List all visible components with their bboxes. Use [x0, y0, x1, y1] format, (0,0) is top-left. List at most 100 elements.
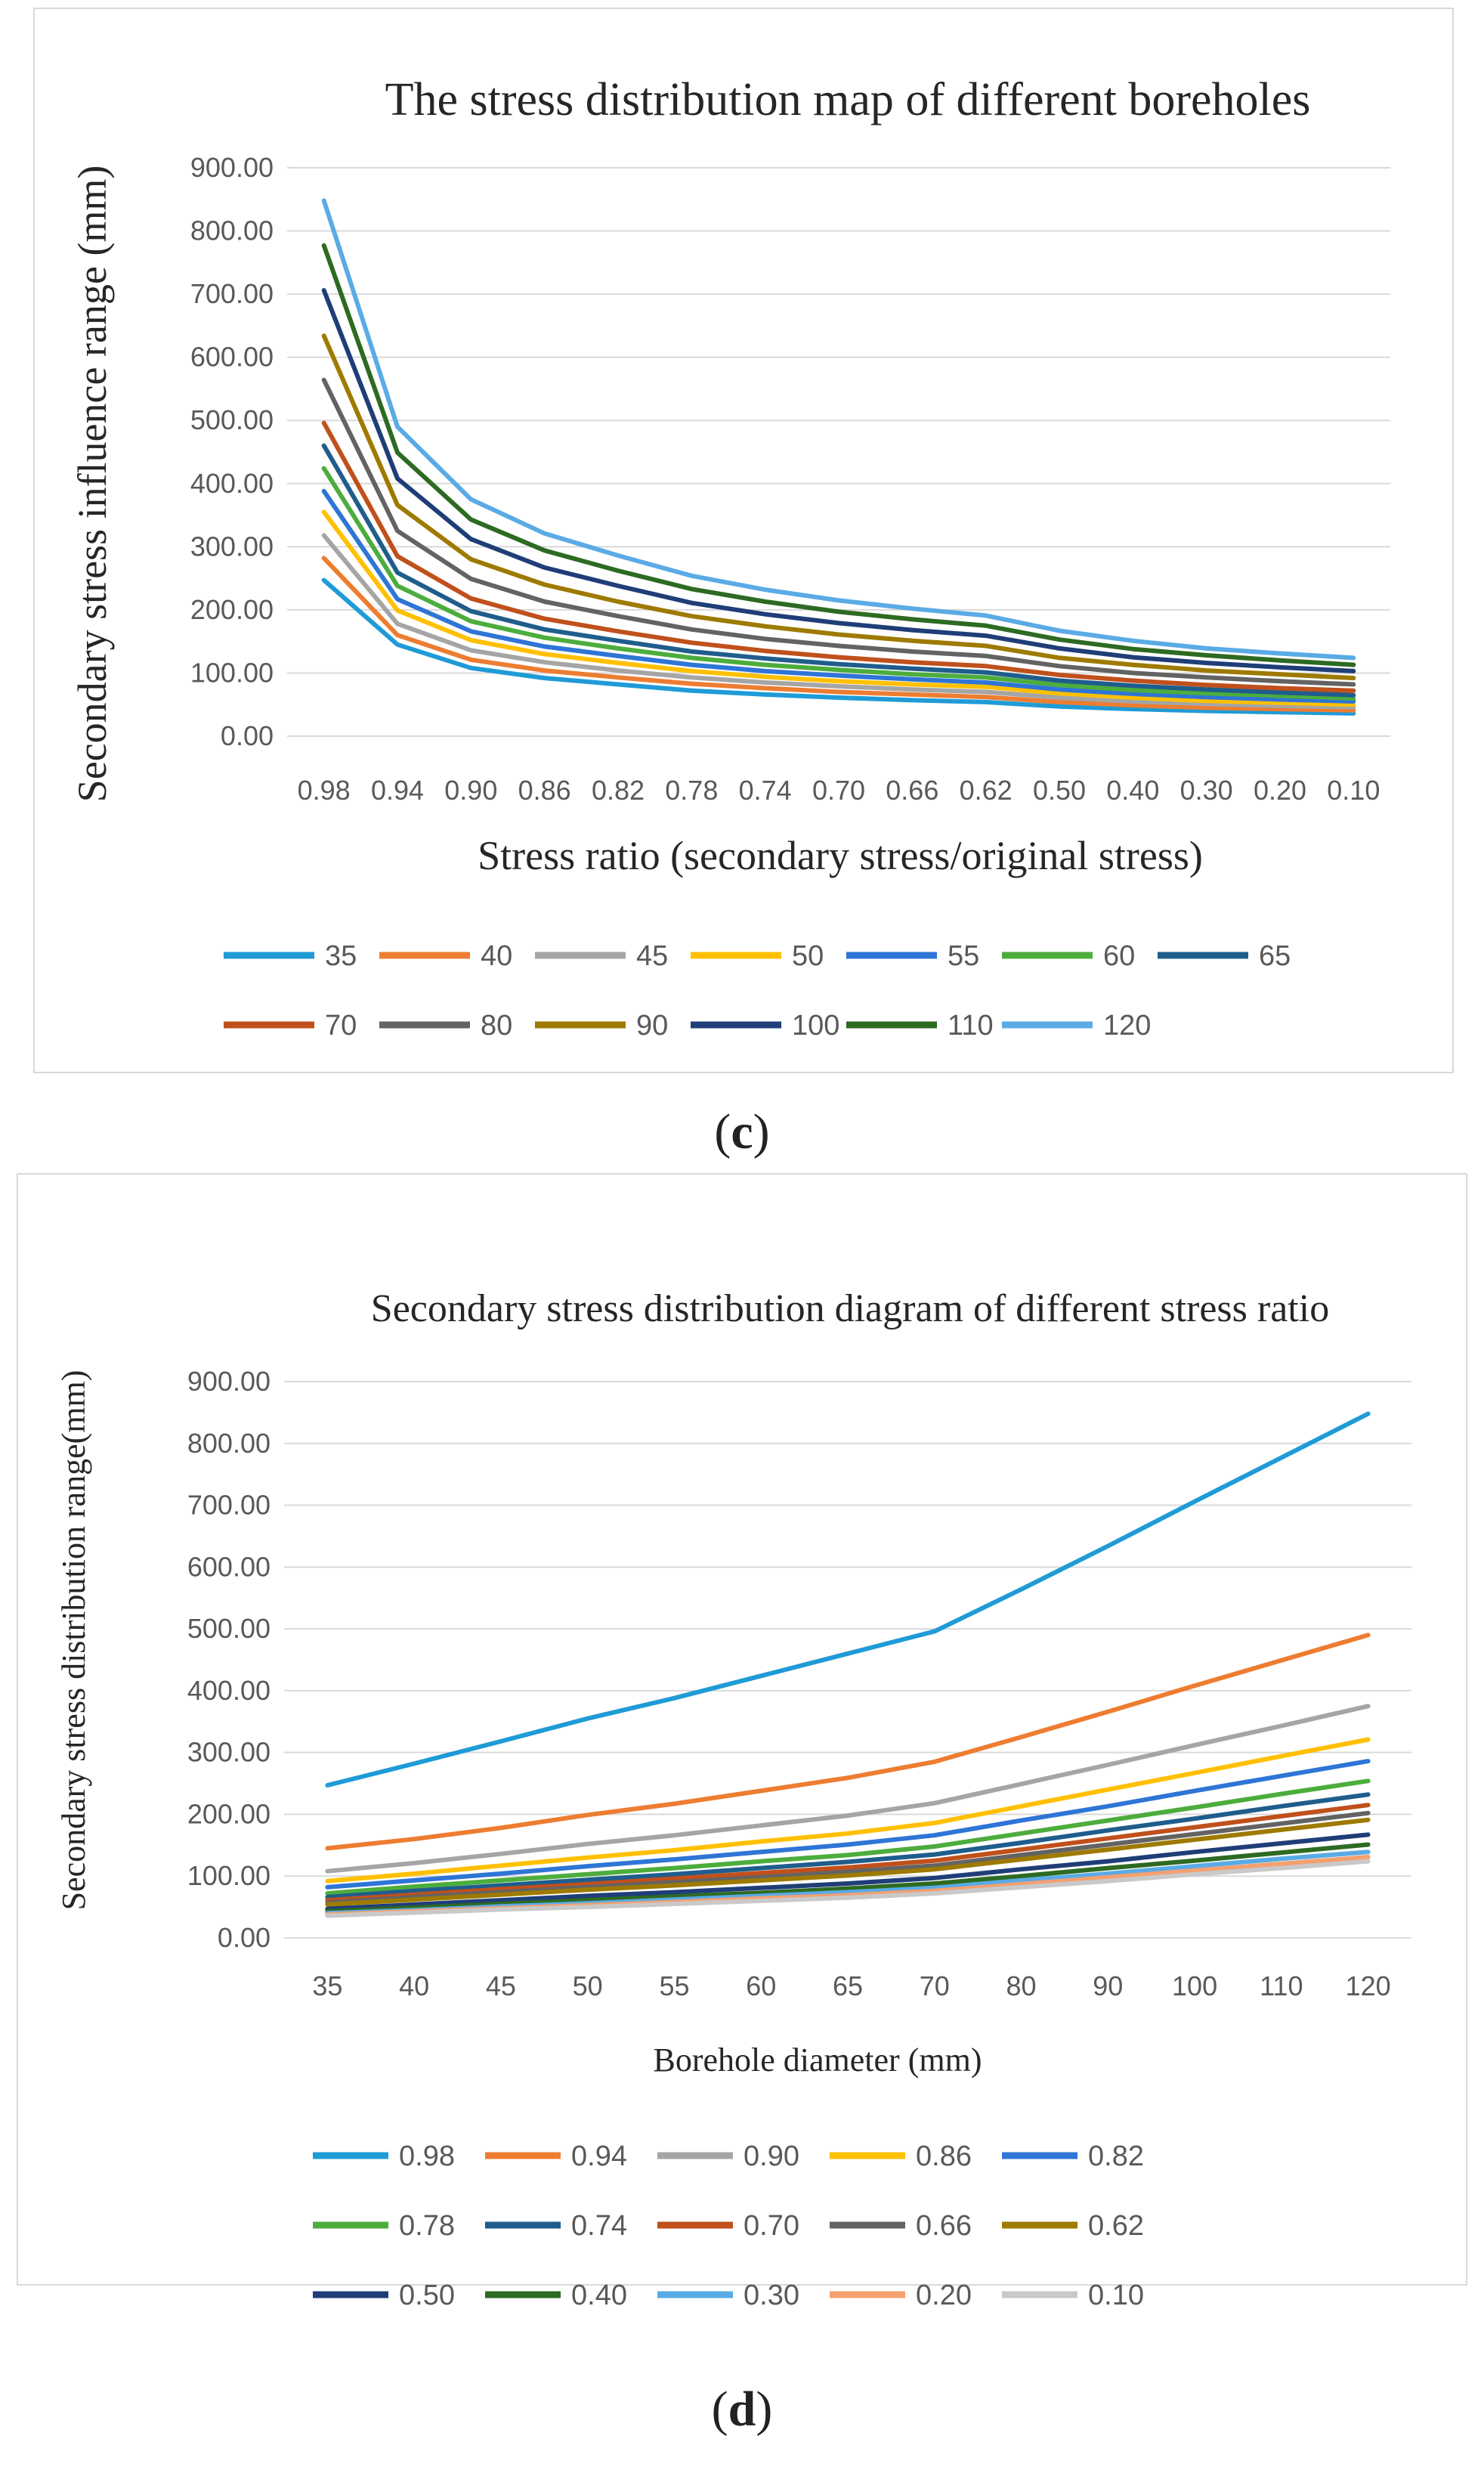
legend-label: 45: [636, 940, 668, 972]
series-line-60: [321, 466, 1356, 701]
legend-label: 100: [792, 1010, 839, 1042]
series-line-100: [321, 288, 1356, 673]
x-axis-label: Borehole diameter (mm): [654, 2041, 982, 2079]
x-tick-label: 35: [312, 1970, 342, 2001]
x-tick-label: 0.30: [1180, 775, 1233, 806]
series-line-0.82: [325, 1759, 1371, 1890]
x-tick-label: 45: [486, 1970, 516, 2001]
y-tick-label: 200.00: [187, 1798, 271, 1829]
y-tick-label: 600.00: [187, 1551, 271, 1582]
y-tick-label: 400.00: [187, 1675, 271, 1706]
legend-label: 110: [948, 1010, 994, 1042]
x-tick-label: 40: [399, 1970, 429, 2001]
legend-label: 50: [792, 940, 824, 972]
legend-label: 120: [1103, 1010, 1151, 1042]
series-line-0.50: [325, 1832, 1371, 1911]
x-tick-label: 50: [573, 1970, 603, 2001]
x-tick-label: 0.82: [592, 775, 645, 806]
legend-label: 80: [481, 1010, 512, 1042]
series-line-65: [321, 443, 1356, 698]
legend-label: 0.70: [744, 2210, 799, 2242]
series-line-50: [321, 509, 1356, 707]
y-tick-label: 900.00: [190, 152, 274, 183]
x-axis-label: Stress ratio (secondary stress/original …: [478, 833, 1203, 878]
caption-c: (c): [714, 1104, 770, 1159]
y-tick-label: 100.00: [187, 1860, 271, 1891]
series-line-120: [321, 198, 1356, 661]
legend-label: 0.90: [744, 2140, 799, 2172]
series-line-0.78: [325, 1778, 1371, 1896]
chart-d: Secondary stress distribution diagram of…: [55, 1287, 1411, 2311]
x-tick-label: 0.70: [812, 775, 865, 806]
y-tick-label: 500.00: [190, 404, 274, 435]
x-tick-label: 100: [1172, 1970, 1217, 2001]
legend-label: 65: [1259, 940, 1291, 972]
y-tick-label: 800.00: [187, 1428, 271, 1459]
y-tick-label: 0.00: [221, 720, 274, 751]
series-line-0.90: [325, 1704, 1371, 1874]
chart-title: Secondary stress distribution diagram of…: [371, 1287, 1329, 1330]
x-tick-label: 55: [659, 1970, 689, 2001]
y-tick-label: 100.00: [190, 657, 274, 688]
series-line-0.10: [325, 1859, 1371, 1918]
x-tick-label: 0.90: [444, 775, 497, 806]
series-line-0.74: [325, 1792, 1371, 1899]
y-tick-label: 400.00: [190, 468, 274, 499]
series-line-0.94: [325, 1633, 1371, 1851]
legend-label: 60: [1103, 940, 1135, 972]
legend-label: 0.82: [1088, 2140, 1144, 2172]
legend-label: 0.40: [571, 2280, 627, 2311]
x-tick-label: 70: [920, 1970, 950, 2001]
legend-label: 0.50: [399, 2280, 455, 2311]
legend-label: 0.10: [1088, 2280, 1144, 2311]
legend-label: 55: [948, 940, 979, 972]
series-line-55: [321, 488, 1356, 704]
x-tick-label: 0.78: [665, 775, 718, 806]
y-tick-label: 300.00: [190, 531, 274, 562]
series-line-0.86: [325, 1737, 1371, 1884]
legend-label: 0.86: [916, 2140, 972, 2172]
legend-label: 90: [636, 1010, 668, 1042]
series-line-80: [321, 377, 1356, 687]
x-tick-label: 0.86: [518, 775, 571, 806]
legend-label: 0.30: [744, 2280, 799, 2311]
series-line-35: [321, 577, 1356, 716]
y-tick-label: 200.00: [190, 594, 274, 625]
y-axis-label: Secondary stress distribution range(mm): [55, 1370, 92, 1911]
legend-label: 35: [325, 940, 357, 972]
series-line-90: [321, 333, 1356, 681]
chart-c: The stress distribution map of different…: [70, 74, 1390, 1042]
y-tick-label: 0.00: [218, 1922, 271, 1953]
x-tick-label: 80: [1006, 1970, 1037, 2001]
legend-label: 0.20: [916, 2280, 972, 2311]
series-line-70: [321, 420, 1356, 693]
series-line-40: [321, 556, 1356, 713]
series-line-45: [321, 533, 1356, 710]
x-tick-label: 90: [1093, 1970, 1123, 2001]
x-tick-label: 0.10: [1327, 775, 1380, 806]
legend-label: 0.62: [1088, 2210, 1144, 2242]
y-tick-label: 700.00: [187, 1490, 271, 1521]
legend-label: 0.94: [571, 2140, 627, 2172]
y-tick-label: 800.00: [190, 215, 274, 246]
chart-d-frame: [17, 1173, 1467, 2286]
x-tick-label: 0.66: [886, 775, 938, 806]
y-axis-label: Secondary stress influence range (mm): [70, 166, 115, 803]
x-tick-label: 60: [746, 1970, 776, 2001]
y-tick-label: 600.00: [190, 342, 274, 373]
x-tick-label: 65: [833, 1970, 863, 2001]
series-line-0.62: [325, 1817, 1371, 1907]
caption-d: (d): [711, 2382, 773, 2437]
x-tick-label: 0.98: [298, 775, 351, 806]
x-tick-label: 0.50: [1033, 775, 1086, 806]
y-tick-label: 500.00: [187, 1613, 271, 1644]
legend-label: 70: [325, 1010, 357, 1042]
x-tick-label: 0.62: [960, 775, 1013, 806]
x-tick-label: 120: [1346, 1970, 1391, 2001]
legend-label: 40: [481, 940, 512, 972]
x-tick-label: 110: [1260, 1970, 1303, 2001]
x-tick-label: 0.20: [1254, 775, 1306, 806]
x-tick-label: 0.94: [371, 775, 424, 806]
series-line-0.98: [325, 1411, 1371, 1788]
series-line-0.66: [325, 1810, 1371, 1905]
